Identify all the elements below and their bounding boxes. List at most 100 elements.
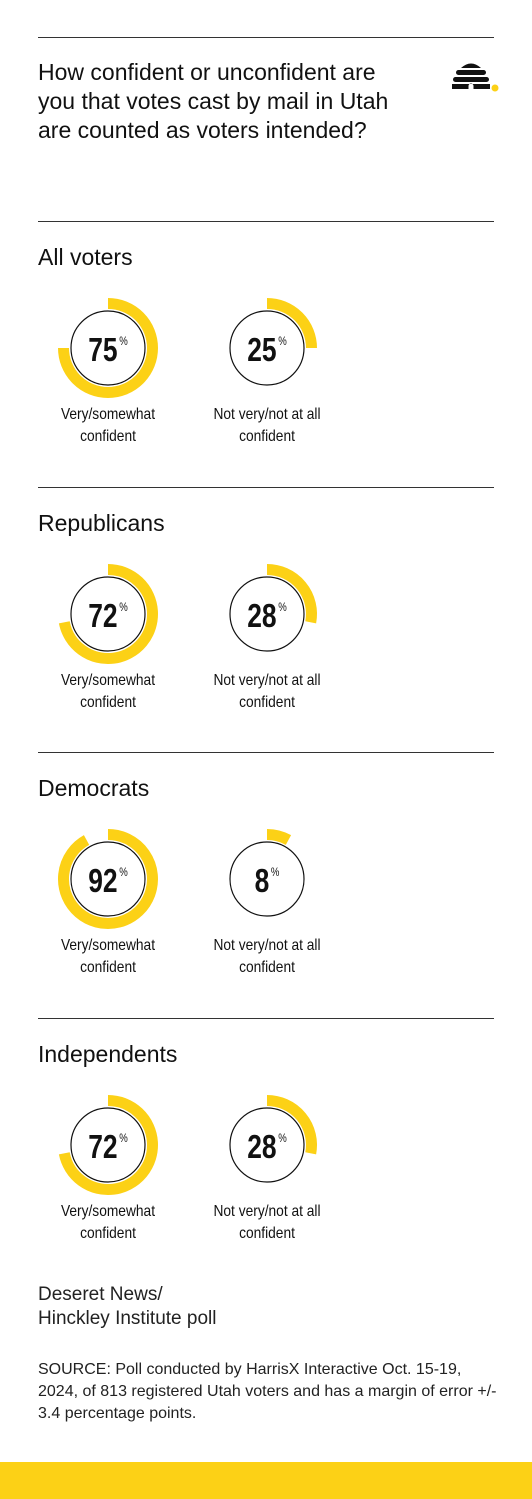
donut-label-line-1: Very/somewhat <box>60 937 156 954</box>
percent-sign: % <box>278 1132 287 1145</box>
donut-label-line-2: confident <box>80 959 136 976</box>
section-rule <box>38 752 494 753</box>
section-rule <box>38 1018 494 1019</box>
source-note: SOURCE: Poll conducted by HarrisX Intera… <box>38 1361 497 1422</box>
percent-value: 8% <box>255 863 280 899</box>
donut-label-line-1: Not very/not at all <box>213 937 321 954</box>
donut-arc-segment <box>266 829 292 845</box>
donut-arc-segment <box>58 829 158 929</box>
donut-label: Very/somewhat confident <box>39 404 177 448</box>
percent-value: 28% <box>247 1129 287 1165</box>
donut-inner-ring <box>229 841 305 917</box>
donut-confident: 72% Very/somewhat confident <box>28 1095 188 1265</box>
donut-arc-segment <box>58 564 158 664</box>
donut-label: Not very/not at all confident <box>198 935 336 979</box>
percent-value: 75% <box>88 332 128 368</box>
donut-not-confident: 28% Not very/not at all confident <box>187 1095 347 1265</box>
donut-label-line-2: confident <box>239 694 295 711</box>
section-title: Independents <box>38 1041 178 1067</box>
donut-label: Very/somewhat confident <box>39 935 177 979</box>
donut-chart: 25% <box>229 298 317 386</box>
donut-not-confident: 25% Not very/not at all confident <box>187 298 347 468</box>
donut-inner-ring <box>70 576 146 652</box>
percent-sign: % <box>278 335 287 348</box>
percent-sign: % <box>119 601 128 614</box>
section-title: Democrats <box>38 775 150 801</box>
donut-chart: 28% <box>229 1095 317 1183</box>
donut-label: Not very/not at all confident <box>198 1201 336 1245</box>
donut-label-line-1: Not very/not at all <box>213 406 321 423</box>
donut-label-line-2: confident <box>239 1225 295 1242</box>
brand-credit: Deseret News/Hinckley Institute poll <box>38 1283 338 1331</box>
donut-chart: 28% <box>229 564 317 652</box>
percent-value: 72% <box>88 598 128 634</box>
donut-inner-ring <box>229 576 305 652</box>
section-democrats: Democrats 92% Very/somewhat confident 8% Not … <box>0 773 532 1003</box>
section-rule <box>38 487 494 488</box>
section-all-voters: All voters 75% Very/somewhat confident 25% No… <box>0 242 532 472</box>
donut-label-line-2: confident <box>80 1225 136 1242</box>
donut-inner-ring <box>70 310 146 386</box>
donut-confident: 92% Very/somewhat confident <box>28 829 188 999</box>
donut-arc-segment <box>266 1095 317 1155</box>
donut-chart: 8% <box>229 829 305 917</box>
percent-value: 92% <box>88 863 128 899</box>
footer-accent-bar <box>0 1462 532 1499</box>
percent-value: 72% <box>88 1129 128 1165</box>
donut-arc-segment <box>58 1095 158 1195</box>
donut-arc-segment <box>266 298 317 349</box>
percent-number: 8 <box>255 863 270 899</box>
percent-number: 72 <box>88 598 117 634</box>
percent-sign: % <box>119 335 128 348</box>
percent-number: 92 <box>88 863 117 899</box>
donut-label-line-1: Very/somewhat <box>60 1203 156 1220</box>
donut-chart: 72% <box>58 1095 158 1195</box>
percent-sign: % <box>278 601 287 614</box>
top-rule <box>38 37 494 38</box>
donut-label-line-1: Very/somewhat <box>60 672 156 689</box>
brand-line-2: Hinckley Institute poll <box>38 1308 217 1329</box>
percent-number: 72 <box>88 1129 117 1165</box>
section-independents: Independents 72% Very/somewhat confident 28%… <box>0 1039 532 1269</box>
percent-number: 28 <box>247 598 276 634</box>
donut-label: Not very/not at all confident <box>198 670 336 714</box>
donut-inner-ring <box>229 310 305 386</box>
donut-label: Very/somewhat confident <box>39 1201 177 1245</box>
donut-label: Very/somewhat confident <box>39 670 177 714</box>
percent-value: 25% <box>247 332 287 368</box>
donut-label-line-1: Very/somewhat <box>60 406 156 423</box>
percent-sign: % <box>271 866 280 879</box>
section-republicans: Republicans 72% Very/somewhat confident 28% N… <box>0 508 532 738</box>
donut-not-confident: 8% Not very/not at all confident <box>187 829 347 999</box>
percent-value: 28% <box>247 598 287 634</box>
donut-inner-ring <box>70 841 146 917</box>
donut-arc-segment <box>266 564 317 624</box>
title-rule <box>38 221 494 222</box>
chart-title: How confident or unconfident are you tha… <box>38 59 389 143</box>
beehive-icon <box>452 63 499 92</box>
percent-number: 75 <box>88 332 117 368</box>
donut-inner-ring <box>70 1107 146 1183</box>
donut-not-confident: 28% Not very/not at all confident <box>187 564 347 734</box>
donut-label-line-1: Not very/not at all <box>213 672 321 689</box>
donut-label-line-2: confident <box>239 428 295 445</box>
donut-inner-ring <box>229 1107 305 1183</box>
donut-label-line-2: confident <box>239 959 295 976</box>
donut-label-line-2: confident <box>80 428 136 445</box>
donut-chart: 75% <box>58 298 158 398</box>
section-title: All voters <box>38 244 133 270</box>
donut-arc-segment <box>58 298 158 398</box>
donut-chart: 72% <box>58 564 158 664</box>
donut-confident: 72% Very/somewhat confident <box>28 564 188 734</box>
percent-sign: % <box>119 866 128 879</box>
percent-sign: % <box>119 1132 128 1145</box>
percent-number: 25 <box>247 332 276 368</box>
donut-label: Not very/not at all confident <box>198 404 336 448</box>
section-title: Republicans <box>38 510 165 536</box>
percent-number: 28 <box>247 1129 276 1165</box>
donut-chart: 92% <box>58 829 158 929</box>
donut-confident: 75% Very/somewhat confident <box>28 298 188 468</box>
donut-label-line-1: Not very/not at all <box>213 1203 321 1220</box>
brand-line-1: Deseret News/ <box>38 1284 163 1305</box>
donut-label-line-2: confident <box>80 694 136 711</box>
